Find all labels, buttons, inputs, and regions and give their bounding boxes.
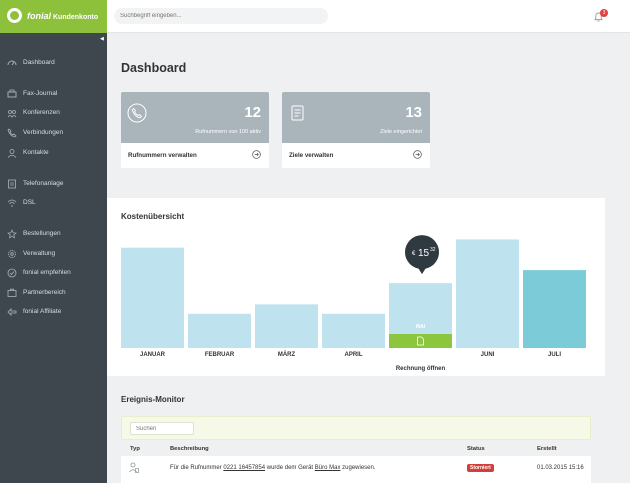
collapse-icon[interactable]: ◀ — [100, 36, 104, 42]
tooltip-cents: 32 — [430, 247, 436, 253]
partner-icon — [7, 288, 17, 297]
month-label: FEBRUAR — [205, 352, 235, 358]
row-created: 01.03.2015 15:16 — [537, 465, 584, 471]
sidebar-item-dashboard[interactable]: Dashboard — [0, 55, 107, 71]
table-row[interactable]: Für die Rufnummer 0221 16457854 wurde de… — [121, 456, 591, 483]
column-header-status[interactable]: Status — [467, 446, 485, 452]
cost-overview-title: Kostenübersicht — [121, 212, 185, 221]
brand-logo[interactable]: fonial Kundenkonto — [0, 0, 107, 33]
month-label: JULI — [548, 352, 561, 358]
invoice-link[interactable]: Rechnung öffnen — [396, 366, 446, 372]
destinations-card-footer[interactable]: Ziele verwalten — [282, 143, 430, 168]
device-link[interactable]: Büro Max — [314, 465, 341, 471]
numbers-card: 12 Rufnummern von 100 aktiv Rufnummern v… — [121, 92, 269, 168]
column-header-description[interactable]: Beschreibung — [170, 446, 209, 452]
cost-overview-panel: JANUAR FEBRUAR MÄRZ APRIL MAI Rechnung öffnen… — [107, 198, 605, 376]
wifi-icon — [7, 199, 17, 207]
conference-icon — [7, 110, 17, 118]
user-phone-icon — [129, 462, 139, 473]
chart-bar-januar[interactable] — [121, 247, 184, 348]
chart-bar-märz[interactable] — [255, 304, 318, 348]
event-monitor-title: Ereignis-Monitor — [121, 395, 185, 404]
destinations-card: 13 Ziele eingerichtet Ziele verwalten — [282, 92, 430, 168]
filter-search-input[interactable] — [130, 422, 194, 435]
month-label: JUNI — [481, 352, 495, 358]
filter-bar — [121, 416, 591, 440]
column-header-type[interactable]: Typ — [130, 446, 140, 452]
cost-chart: JANUAR FEBRUAR MÄRZ APRIL MAI Rechnung öffnen… — [121, 235, 586, 372]
sidebar-item-fonial-empfehlen[interactable]: fonial empfehlen — [0, 265, 107, 281]
sidebar-item-verbindungen[interactable]: Verbindungen — [0, 125, 107, 141]
contacts-icon — [7, 149, 17, 158]
month-label: APRIL — [345, 352, 363, 358]
sidebar-item-bestellungen[interactable]: Bestellungen — [0, 226, 107, 242]
invoice-button[interactable] — [389, 334, 452, 348]
numbers-count: 12 — [244, 104, 261, 121]
search-input[interactable] — [114, 8, 328, 24]
tooltip-currency: € — [412, 251, 416, 257]
arrow-circle-icon[interactable] — [413, 150, 422, 159]
recommend-icon — [7, 268, 17, 278]
manage-numbers-link[interactable]: Rufnummern verwalten — [128, 152, 197, 159]
logo-ring-icon — [7, 8, 22, 23]
table-header: Typ Beschreibung Status Erstellt — [121, 441, 591, 456]
arrow-circle-icon[interactable] — [252, 150, 261, 159]
tooltip-amount: 15 — [418, 248, 430, 259]
sidebar-item-dsl[interactable]: DSL — [0, 195, 107, 211]
phone-system-icon — [8, 179, 16, 189]
page-title: Dashboard — [121, 61, 187, 75]
fax-icon — [7, 89, 17, 98]
chart-highlight-label: MAI — [416, 324, 426, 330]
phone-icon — [7, 128, 17, 138]
sidebar-item-partnerbereich[interactable]: Partnerbereich — [0, 285, 107, 301]
dashboard-icon — [7, 60, 17, 66]
numbers-card-header: 12 Rufnummern von 100 aktiv — [121, 92, 269, 143]
sidebar-item-konferenzen[interactable]: Konferenzen — [0, 105, 107, 121]
column-header-created[interactable]: Erstellt — [537, 446, 557, 452]
destination-icon — [291, 105, 304, 121]
manage-destinations-link[interactable]: Ziele verwalten — [289, 152, 334, 159]
numbers-subtitle: Rufnummern von 100 aktiv — [195, 129, 261, 135]
destinations-subtitle: Ziele eingerichtet — [380, 129, 422, 135]
brand-name: fonial Kundenkonto — [27, 11, 99, 21]
chart-bar-februar[interactable] — [188, 313, 251, 348]
chart-bar-juni[interactable] — [456, 239, 519, 348]
document-icon — [417, 336, 424, 346]
destinations-count: 13 — [405, 104, 422, 121]
cost-tooltip — [405, 235, 439, 270]
status-badge: Storniert — [467, 464, 494, 472]
phone-icon — [127, 103, 147, 123]
numbers-card-footer[interactable]: Rufnummern verwalten — [121, 143, 269, 168]
month-label: JANUAR — [140, 352, 166, 358]
row-description: Für die Rufnummer 0221 16457854 wurde de… — [170, 465, 376, 471]
filter-search — [130, 422, 194, 435]
affiliate-icon — [7, 308, 17, 316]
chart-bar-april[interactable] — [322, 313, 385, 348]
sidebar: ◀ Dashboard Fax-Journal Konferenzen Verb… — [0, 33, 107, 483]
notification-badge: 3 — [600, 9, 608, 17]
phone-number-link[interactable]: 0221 16457854 — [223, 465, 266, 471]
sidebar-item-fonial-affiliate[interactable]: fonial Affiliate — [0, 304, 107, 320]
gear-icon — [8, 250, 16, 258]
sidebar-item-telefonanlage[interactable]: Telefonanlage — [0, 176, 107, 192]
sidebar-item-verwaltung[interactable]: Verwaltung — [0, 246, 107, 262]
sidebar-item-fax-journal[interactable]: Fax-Journal — [0, 86, 107, 102]
star-icon — [7, 229, 17, 239]
destinations-card-header: 13 Ziele eingerichtet — [282, 92, 430, 143]
chart-bar-juli[interactable] — [523, 270, 586, 348]
sidebar-item-kontakte[interactable]: Kontakte — [0, 145, 107, 161]
cost-tooltip-pointer — [417, 266, 427, 275]
month-label: MÄRZ — [278, 351, 296, 358]
